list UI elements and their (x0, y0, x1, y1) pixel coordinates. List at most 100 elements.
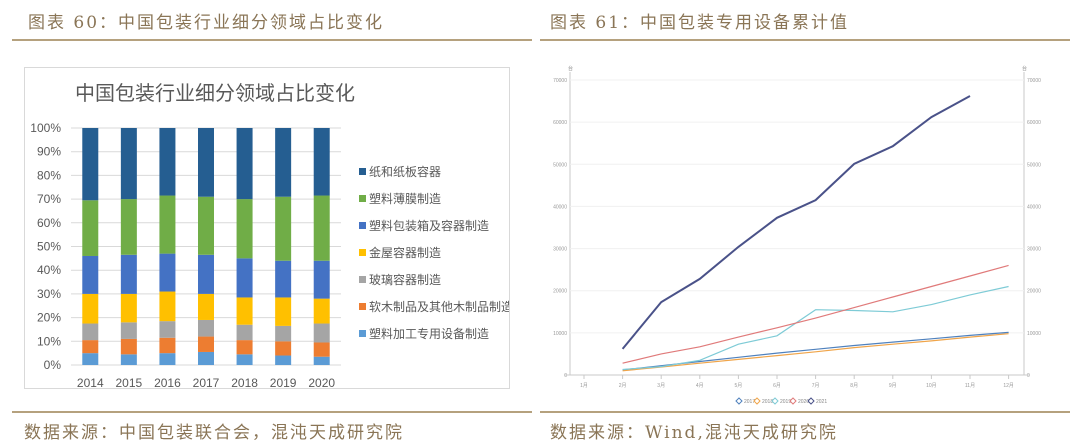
bar-segment (159, 253, 176, 292)
y-tick-label-right: 70000 (1027, 78, 1041, 84)
bar-segment (236, 340, 253, 355)
y-tick-label: 50000 (553, 162, 567, 168)
bar-segment (275, 196, 292, 261)
bar-segment (82, 200, 99, 256)
bar-segment (198, 319, 214, 337)
y-tick-label: 50% (37, 240, 61, 254)
bar-segment (198, 254, 214, 294)
legend-label: 塑料包装箱及容器制造 (369, 218, 489, 233)
bar-segment (236, 297, 253, 325)
x-tick-label: 5月 (735, 383, 743, 389)
legend-label: 塑料加工专用设备制造 (369, 326, 489, 341)
y-tick-label-right: 50000 (1027, 162, 1041, 168)
y-tick-label-right: 20000 (1027, 289, 1041, 295)
x-tick-label: 2017 (193, 376, 220, 388)
x-tick-label: 2020 (308, 376, 335, 388)
bar-segment (275, 341, 292, 356)
bar-segment (120, 199, 137, 255)
source-divider-right (540, 411, 1070, 413)
y-tick-label: 10% (37, 334, 61, 348)
y-tick-label: 60000 (553, 120, 567, 126)
unit-label-right: 台 (1022, 65, 1027, 72)
bar-segment (313, 298, 330, 324)
bar-segment (82, 340, 99, 354)
series-line-2020 (622, 264, 1009, 364)
bar-segment (120, 338, 137, 355)
legend-item: 2017 (735, 397, 755, 405)
legend-item: 玻璃容器制造 (359, 272, 441, 287)
bar-segment (82, 323, 99, 341)
caption-divider-left (12, 39, 532, 41)
bar-segment (120, 254, 137, 294)
y-tick-label: 0 (564, 373, 567, 379)
y-tick-label-right: 0 (1027, 373, 1030, 379)
legend-item: 塑料加工专用设备制造 (359, 326, 489, 341)
bar-segment (236, 324, 253, 341)
legend-label: 纸和纸板容器 (369, 164, 441, 179)
x-tick-label: 2018 (231, 376, 258, 388)
y-tick-label: 70% (37, 192, 61, 206)
legend-diamond-icon (753, 397, 761, 405)
bar-segment (313, 342, 330, 357)
series-line-2021 (621, 95, 971, 350)
bar-segment (275, 355, 292, 365)
caption-divider-right (540, 39, 1070, 41)
x-tick-label: 2015 (116, 376, 143, 388)
x-tick-label: 10月 (926, 383, 937, 389)
legend-label: 塑料薄膜制造 (369, 191, 441, 206)
bar-segment (313, 128, 330, 196)
y-tick-label: 80% (37, 168, 61, 182)
y-tick-label-right: 30000 (1027, 247, 1041, 253)
x-tick-label: 6月 (773, 383, 781, 389)
y-tick-label: 60% (37, 216, 61, 230)
x-tick-label: 11月 (965, 383, 975, 389)
bar-segment (159, 337, 176, 354)
legend-item: 2021 (807, 397, 827, 405)
bar-segment (159, 353, 176, 365)
bar-segment (313, 356, 330, 365)
bar-segment (236, 258, 253, 298)
legend-swatch-icon (359, 330, 366, 337)
bar-segment (313, 323, 330, 343)
x-tick-label: 8月 (850, 383, 858, 389)
x-tick-label: 2月 (619, 383, 627, 389)
series-line-2018 (622, 333, 1009, 372)
legend-item: 2020 (789, 397, 809, 405)
y-tick-label: 90% (37, 145, 61, 159)
line-chart: 台 台 0 0 10000 10000 20000 20000 30000 30000 40000 4… (553, 65, 1041, 405)
y-tick-label: 20000 (553, 289, 567, 295)
bar-segment (159, 128, 176, 196)
y-tick-label: 40000 (553, 204, 567, 210)
y-tick-label: 10000 (553, 331, 567, 337)
x-tick-label: 2016 (154, 376, 181, 388)
legend-label: 2019 (780, 399, 791, 405)
y-tick-label: 30% (37, 287, 61, 301)
bar-segment (236, 199, 253, 259)
y-tick-label-right: 10000 (1027, 331, 1041, 337)
y-tick-label-right: 40000 (1027, 204, 1041, 210)
series-line-2017 (622, 331, 1009, 371)
bar-segment (313, 195, 330, 261)
x-tick-label: 4月 (696, 383, 704, 389)
x-tick-label: 9月 (889, 383, 897, 389)
figure-60-caption: 图表 60：中国包装行业细分领域占比变化 (28, 13, 385, 33)
x-tick-label: 3月 (657, 383, 665, 389)
legend-item: 塑料包装箱及容器制造 (359, 218, 489, 233)
legend-diamond-icon (789, 397, 797, 405)
bar-segment (159, 291, 176, 322)
source-divider-left (12, 411, 532, 413)
bar-segment (198, 128, 214, 197)
bar-segment (82, 353, 99, 365)
bar-segment (236, 128, 253, 200)
y-tick-label: 40% (37, 263, 61, 277)
y-tick-label: 100% (30, 121, 61, 135)
bar-segment (198, 293, 214, 320)
x-tick-label: 12月 (1003, 383, 1014, 389)
x-tick-label: 2014 (77, 376, 104, 388)
stacked-bar-chart: 中国包装行业细分领域占比变化 0% 10% 20% 30% 40% 50% 60% 70% 80%… (30, 82, 513, 390)
y-tick-label-right: 60000 (1027, 120, 1041, 126)
y-tick-label: 0% (44, 358, 62, 372)
y-tick-label: 70000 (553, 78, 567, 84)
legend-label: 2021 (816, 399, 827, 405)
legend-item: 纸和纸板容器 (359, 164, 441, 179)
